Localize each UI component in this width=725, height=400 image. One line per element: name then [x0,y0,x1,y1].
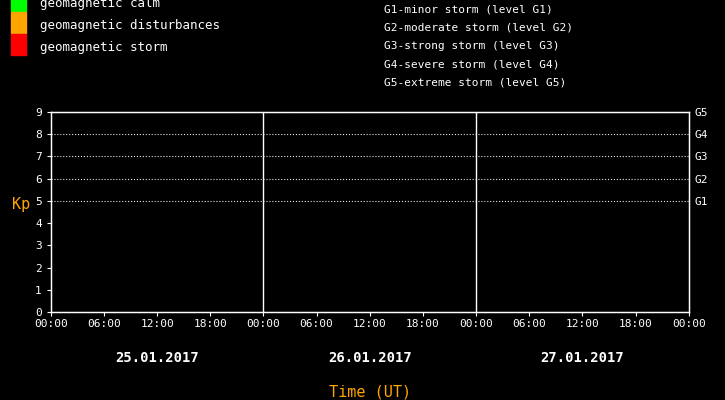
Text: geomagnetic disturbances: geomagnetic disturbances [40,20,220,32]
Text: G4-severe storm (level G4): G4-severe storm (level G4) [384,59,560,69]
Text: G1-minor storm (level G1): G1-minor storm (level G1) [384,4,553,14]
Text: 26.01.2017: 26.01.2017 [328,351,412,365]
Text: 27.01.2017: 27.01.2017 [541,351,624,365]
Text: G3-strong storm (level G3): G3-strong storm (level G3) [384,41,560,51]
Text: geomagnetic calm: geomagnetic calm [40,0,160,10]
Text: Time (UT): Time (UT) [328,384,411,399]
Text: 25.01.2017: 25.01.2017 [115,351,199,365]
Text: geomagnetic storm: geomagnetic storm [40,42,167,54]
Text: G5-extreme storm (level G5): G5-extreme storm (level G5) [384,78,566,88]
Text: G2-moderate storm (level G2): G2-moderate storm (level G2) [384,22,573,32]
Y-axis label: Kp: Kp [12,197,30,212]
